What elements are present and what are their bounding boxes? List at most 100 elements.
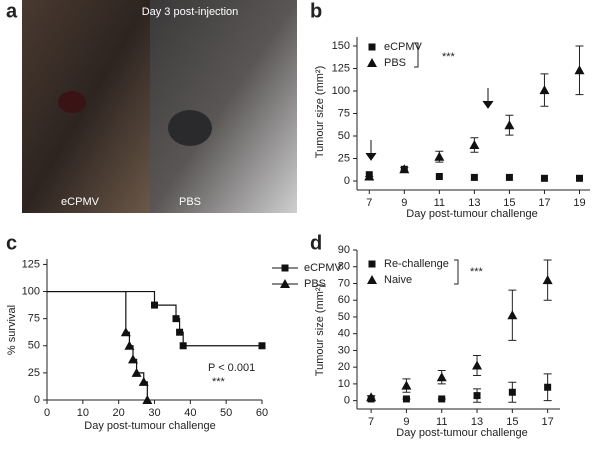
y-tick-label: 0 [344, 175, 350, 187]
marker [507, 310, 518, 320]
y-tick-label: 25 [28, 367, 40, 379]
x-tick-label: 11 [434, 197, 445, 209]
marker [434, 151, 445, 161]
marker [575, 174, 583, 182]
y-tick-label: 90 [338, 244, 350, 256]
photo-eye [168, 110, 212, 146]
marker [138, 376, 149, 386]
x-tick-label: 40 [184, 407, 196, 419]
x-tick-label: 15 [506, 416, 518, 428]
legend-label: PBS [384, 57, 406, 69]
y-tick-label: 30 [338, 344, 350, 356]
marker [280, 279, 290, 288]
survival-line [47, 290, 148, 400]
x-tick-label: 7 [366, 197, 372, 209]
marker [399, 164, 410, 174]
x-tick-label: 60 [256, 407, 268, 419]
y-tick-label: 150 [332, 40, 350, 52]
marker [366, 392, 377, 402]
x-tick-label: 20 [113, 407, 125, 419]
marker [470, 173, 478, 181]
marker [172, 315, 180, 323]
marker [574, 65, 585, 75]
marker [435, 173, 443, 180]
marker [281, 264, 289, 272]
photo-eye [58, 91, 86, 113]
y-tick-label: 0 [34, 394, 40, 406]
y-tick-label: 125 [332, 62, 350, 74]
x-tick-label: 30 [148, 407, 160, 419]
marker [258, 342, 266, 350]
y-tick-label: 100 [22, 285, 40, 297]
marker [473, 392, 481, 400]
x-tick-label: 7 [368, 416, 374, 428]
y-tick-label: 25 [338, 152, 350, 164]
marker [540, 174, 548, 182]
marker [469, 140, 480, 149]
y-tick-label: 50 [338, 130, 350, 142]
survival-line [47, 290, 262, 347]
x-tick-label: 10 [77, 407, 89, 419]
marker [505, 173, 513, 181]
y-tick-label: 80 [338, 261, 350, 273]
y-tick-label: 60 [338, 294, 350, 306]
marker [539, 85, 550, 95]
marker [367, 275, 377, 284]
legend-label: Naive [384, 274, 412, 286]
marker [438, 395, 446, 403]
annotation: *** [212, 376, 226, 388]
marker [131, 367, 142, 377]
y-tick-label: 0 [344, 395, 350, 407]
marker [367, 58, 377, 67]
y-tick-label: 40 [338, 328, 350, 340]
marker [472, 360, 483, 370]
marker [151, 301, 158, 309]
marker [508, 388, 516, 396]
y-axis-label: Tumour size (mm²) [314, 66, 326, 158]
panel-label: b [310, 0, 322, 22]
x-axis-label: Day post-tumour challenge [84, 420, 215, 432]
x-tick-label: 50 [220, 407, 232, 419]
arrows [365, 88, 494, 161]
x-tick-label: 9 [403, 416, 409, 428]
panel-label: a [6, 0, 18, 22]
legend-label: eCPMV [304, 262, 343, 274]
marker [179, 342, 187, 350]
y-tick-label: 100 [332, 85, 350, 97]
bracket [454, 259, 459, 285]
legend-label: Re-challenge [384, 258, 449, 270]
x-axis-label: Day post-tumour challenge [396, 427, 527, 439]
x-tick-label: 17 [542, 416, 554, 428]
annotation: *** [442, 51, 456, 63]
x-tick-label: 13 [471, 416, 483, 428]
x-tick-label: 19 [573, 197, 585, 209]
marker [504, 120, 515, 130]
y-tick-label: 50 [338, 311, 350, 323]
y-axis-label: Tumour size (mm²) [314, 284, 326, 376]
panel-label: c [6, 232, 17, 254]
annotation: *** [470, 266, 484, 278]
x-tick-label: 17 [538, 197, 550, 209]
y-tick-label: 20 [338, 361, 350, 373]
marker [544, 383, 552, 391]
bracket [414, 42, 419, 68]
annotation: P < 0.001 [208, 362, 255, 374]
marker [542, 275, 553, 285]
x-tick-label: 13 [468, 197, 480, 209]
marker [364, 171, 375, 181]
y-axis-label: % survival [6, 305, 18, 355]
y-tick-label: 70 [338, 277, 350, 289]
x-tick-label: 0 [44, 407, 50, 419]
photo-caption: Day 3 post-injection [142, 6, 239, 18]
marker [368, 43, 376, 51]
y-tick-label: 10 [338, 378, 350, 390]
x-tick-label: 9 [401, 197, 407, 209]
photo-right [150, 0, 297, 213]
marker [368, 260, 376, 268]
y-tick-label: 75 [28, 313, 40, 325]
photo-left [22, 0, 150, 213]
x-tick-label: 11 [436, 416, 447, 428]
marker [142, 395, 153, 404]
y-tick-label: 125 [22, 258, 40, 270]
